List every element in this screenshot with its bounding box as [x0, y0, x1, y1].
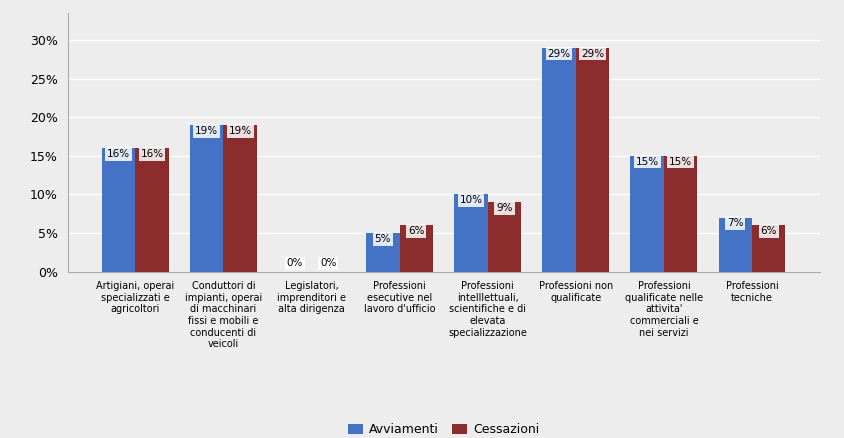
Text: 16%: 16%: [107, 149, 130, 159]
Bar: [542, 48, 575, 272]
Bar: [135, 148, 169, 272]
Text: 16%: 16%: [140, 149, 164, 159]
Text: 19%: 19%: [195, 126, 218, 136]
Bar: [399, 225, 432, 272]
Text: 9%: 9%: [495, 203, 512, 213]
Text: 0%: 0%: [286, 258, 302, 268]
Bar: [365, 233, 399, 272]
Bar: [575, 48, 609, 272]
Text: 5%: 5%: [374, 234, 391, 244]
Bar: [223, 125, 257, 272]
Text: 19%: 19%: [228, 126, 252, 136]
Bar: [751, 225, 785, 272]
Text: 6%: 6%: [760, 226, 776, 236]
Text: 7%: 7%: [726, 218, 743, 228]
Text: 29%: 29%: [581, 49, 603, 59]
Text: 6%: 6%: [408, 226, 424, 236]
Bar: [487, 202, 521, 272]
Text: 0%: 0%: [320, 258, 336, 268]
Bar: [101, 148, 135, 272]
Bar: [190, 125, 223, 272]
Text: 29%: 29%: [547, 49, 570, 59]
Text: 10%: 10%: [459, 195, 482, 205]
Bar: [663, 156, 696, 272]
Bar: [630, 156, 663, 272]
Text: 15%: 15%: [668, 157, 691, 166]
Text: 15%: 15%: [635, 157, 658, 166]
Bar: [454, 194, 487, 272]
Bar: [717, 218, 751, 272]
Legend: Avviamenti, Cessazioni: Avviamenti, Cessazioni: [343, 418, 544, 438]
